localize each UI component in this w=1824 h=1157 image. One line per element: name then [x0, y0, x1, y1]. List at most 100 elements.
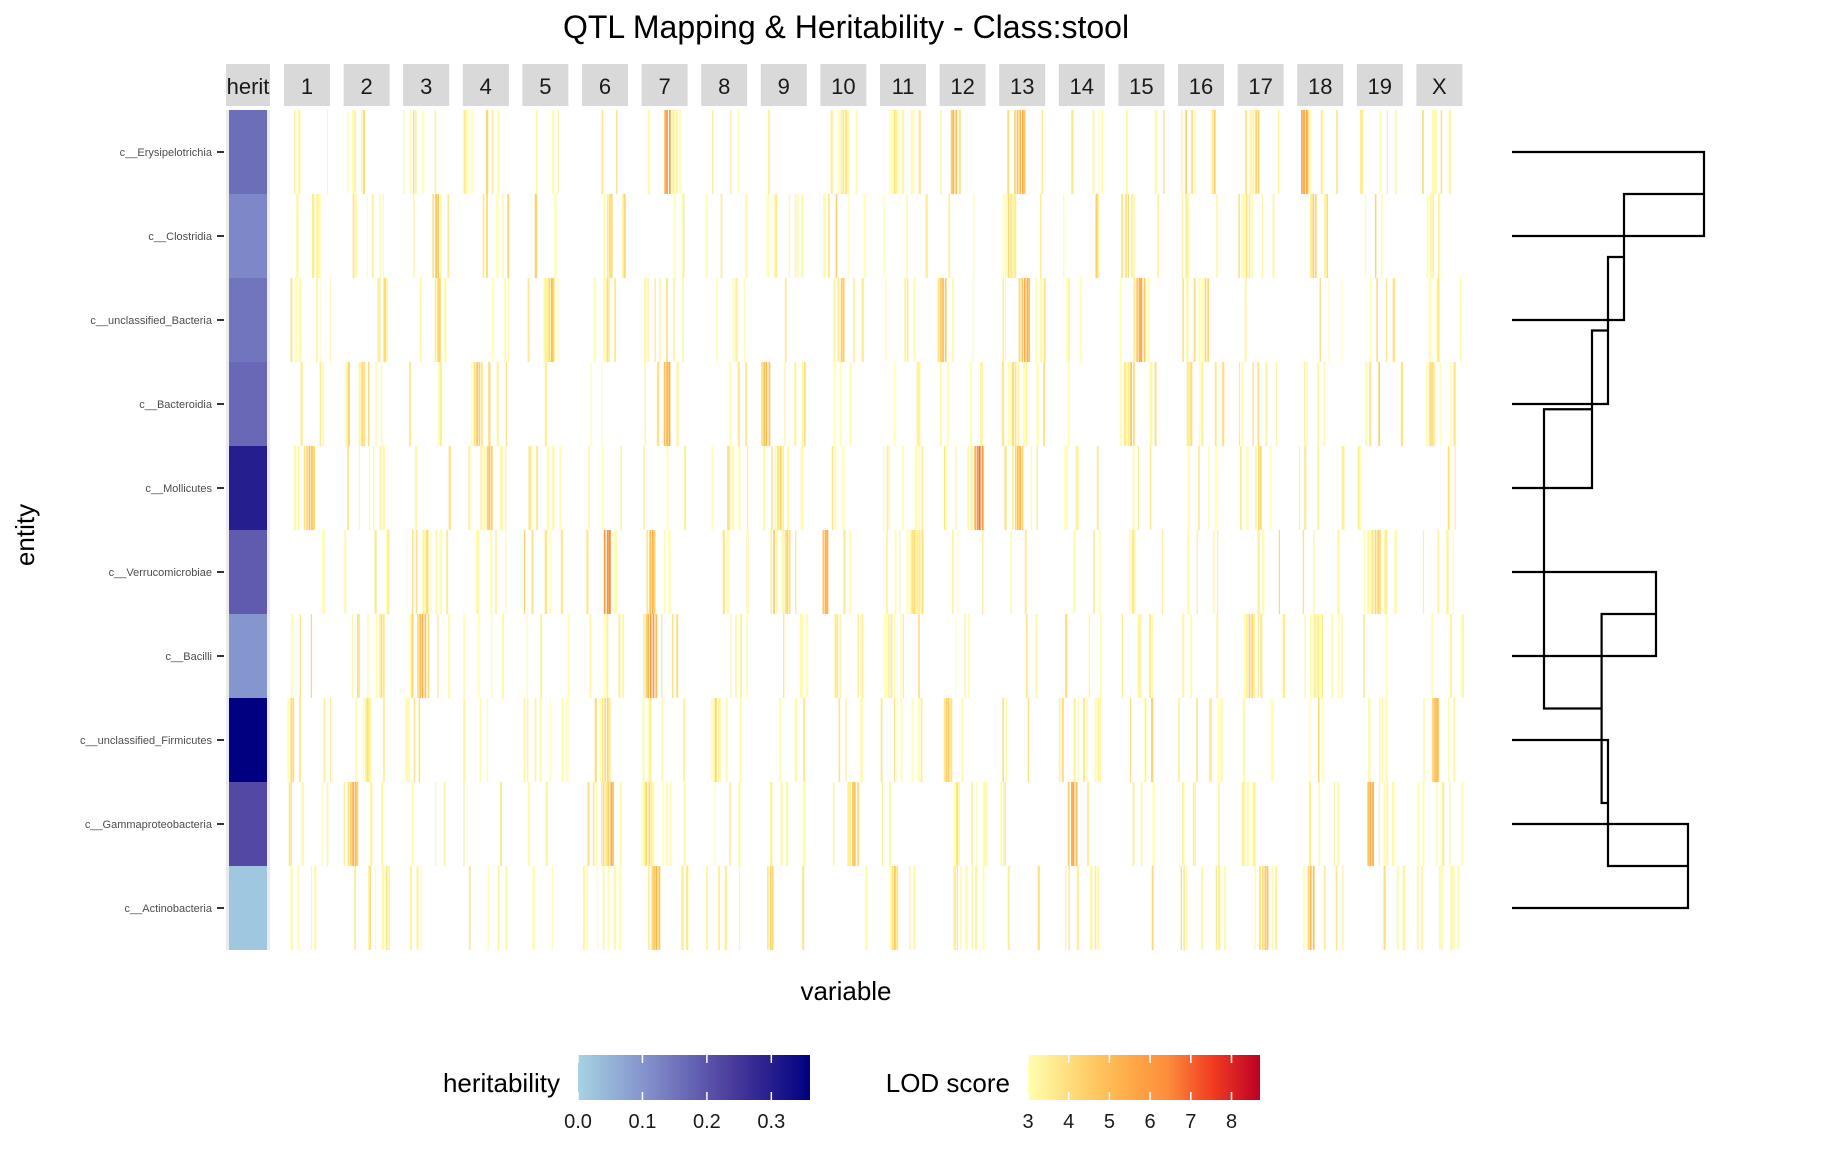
lod-line	[644, 362, 646, 446]
lod-line	[1186, 362, 1189, 446]
lod-line	[498, 866, 500, 950]
lod-line	[770, 530, 772, 614]
lod-peak-line	[883, 614, 886, 698]
chromosome-strip-5	[522, 64, 569, 106]
chromosome-strip-6	[582, 64, 628, 106]
entity-label: c__Mollicutes	[145, 483, 212, 495]
lod-peak-line	[551, 278, 553, 362]
lod-line	[722, 530, 725, 614]
lod-line	[1379, 698, 1381, 782]
lod-line	[1152, 782, 1155, 866]
lod-line	[896, 698, 898, 782]
lod-line	[1183, 866, 1185, 950]
lod-peak-line	[647, 614, 650, 698]
lod-peak-line	[1026, 278, 1029, 362]
lod-line	[1216, 194, 1219, 278]
lod-peak-line	[893, 614, 896, 698]
lod-line	[1421, 866, 1423, 950]
lod-line	[967, 614, 970, 698]
lod-line	[880, 698, 883, 782]
lod-line	[642, 698, 645, 782]
lod-line	[780, 782, 783, 866]
lod-line	[1196, 698, 1198, 782]
lod-line	[794, 194, 797, 278]
lod-line	[670, 782, 672, 866]
lod-peak-line	[552, 278, 555, 362]
lod-line	[746, 530, 749, 614]
lod-line	[437, 614, 439, 698]
lod-peak-line	[1012, 362, 1014, 446]
lod-line	[661, 698, 664, 782]
lod-line	[1459, 278, 1462, 362]
herit-cell	[229, 278, 267, 362]
lod-line	[664, 530, 666, 614]
herit-cell	[229, 698, 267, 782]
lod-line	[527, 278, 530, 362]
lod-peak-line	[784, 530, 787, 614]
x-axis-label: variable	[800, 976, 891, 1006]
lod-line	[950, 698, 953, 782]
lod-peak-line	[767, 866, 769, 950]
lod-peak-line	[945, 698, 948, 782]
lod-line	[320, 278, 322, 362]
lod-peak-line	[1312, 614, 1315, 698]
lod-line	[478, 614, 480, 698]
lod-line	[1222, 362, 1225, 446]
lod-line	[526, 614, 528, 698]
lod-peak-line	[1207, 278, 1210, 362]
lod-line	[711, 446, 714, 530]
lod-peak-line	[653, 866, 656, 950]
lod-line	[1447, 446, 1450, 530]
lod-line	[1132, 446, 1135, 530]
lod-peak-line	[894, 866, 896, 950]
lod-line	[385, 530, 388, 614]
lod-line	[1385, 614, 1387, 698]
lod-line	[381, 782, 384, 866]
lod-line	[913, 278, 916, 362]
lod-line	[732, 278, 735, 362]
lod-line	[1218, 866, 1221, 950]
lod-line	[904, 278, 907, 362]
lod-line	[1209, 698, 1211, 782]
lod-peak-line	[779, 446, 782, 530]
lod-line	[913, 866, 916, 950]
lod-line	[561, 698, 564, 782]
lod-line	[737, 362, 740, 446]
lod-line	[583, 866, 585, 950]
lod-peak-line	[1433, 362, 1435, 446]
lod-line	[1151, 866, 1154, 950]
lod-line	[1035, 614, 1038, 698]
lod-line	[673, 278, 675, 362]
lod-line	[1122, 614, 1123, 698]
herit-cell	[229, 866, 267, 950]
lod-line	[496, 362, 499, 446]
lod-line	[1002, 278, 1004, 362]
lod-line	[319, 194, 321, 278]
lod-line	[1154, 362, 1157, 446]
lod-peak-line	[944, 278, 947, 362]
lod-peak-line	[1248, 194, 1251, 278]
lod-line	[738, 446, 741, 530]
lod-line	[294, 110, 296, 194]
legend-tick-label: 4	[1063, 1111, 1074, 1133]
lod-line	[1364, 194, 1366, 278]
herit-cell	[229, 194, 267, 278]
lod-line	[1073, 698, 1076, 782]
lod-line	[544, 530, 548, 614]
lod-line	[1253, 782, 1256, 866]
lod-line	[956, 866, 958, 950]
lod-line	[382, 698, 385, 782]
lod-line	[1067, 362, 1070, 446]
lod-line	[1024, 530, 1027, 614]
lod-line	[719, 698, 722, 782]
lod-line	[1436, 698, 1440, 782]
lod-peak-line	[609, 698, 611, 782]
lod-line	[607, 866, 610, 950]
lod-peak-line	[763, 362, 765, 446]
lod-line	[964, 614, 966, 698]
lod-line	[1181, 194, 1183, 278]
entity-axis: c__Erysipelotrichia c__Clostridia c__uncla…	[80, 147, 224, 915]
lod-peak-line	[786, 530, 789, 614]
chromosome-label-16: 16	[1189, 74, 1213, 99]
